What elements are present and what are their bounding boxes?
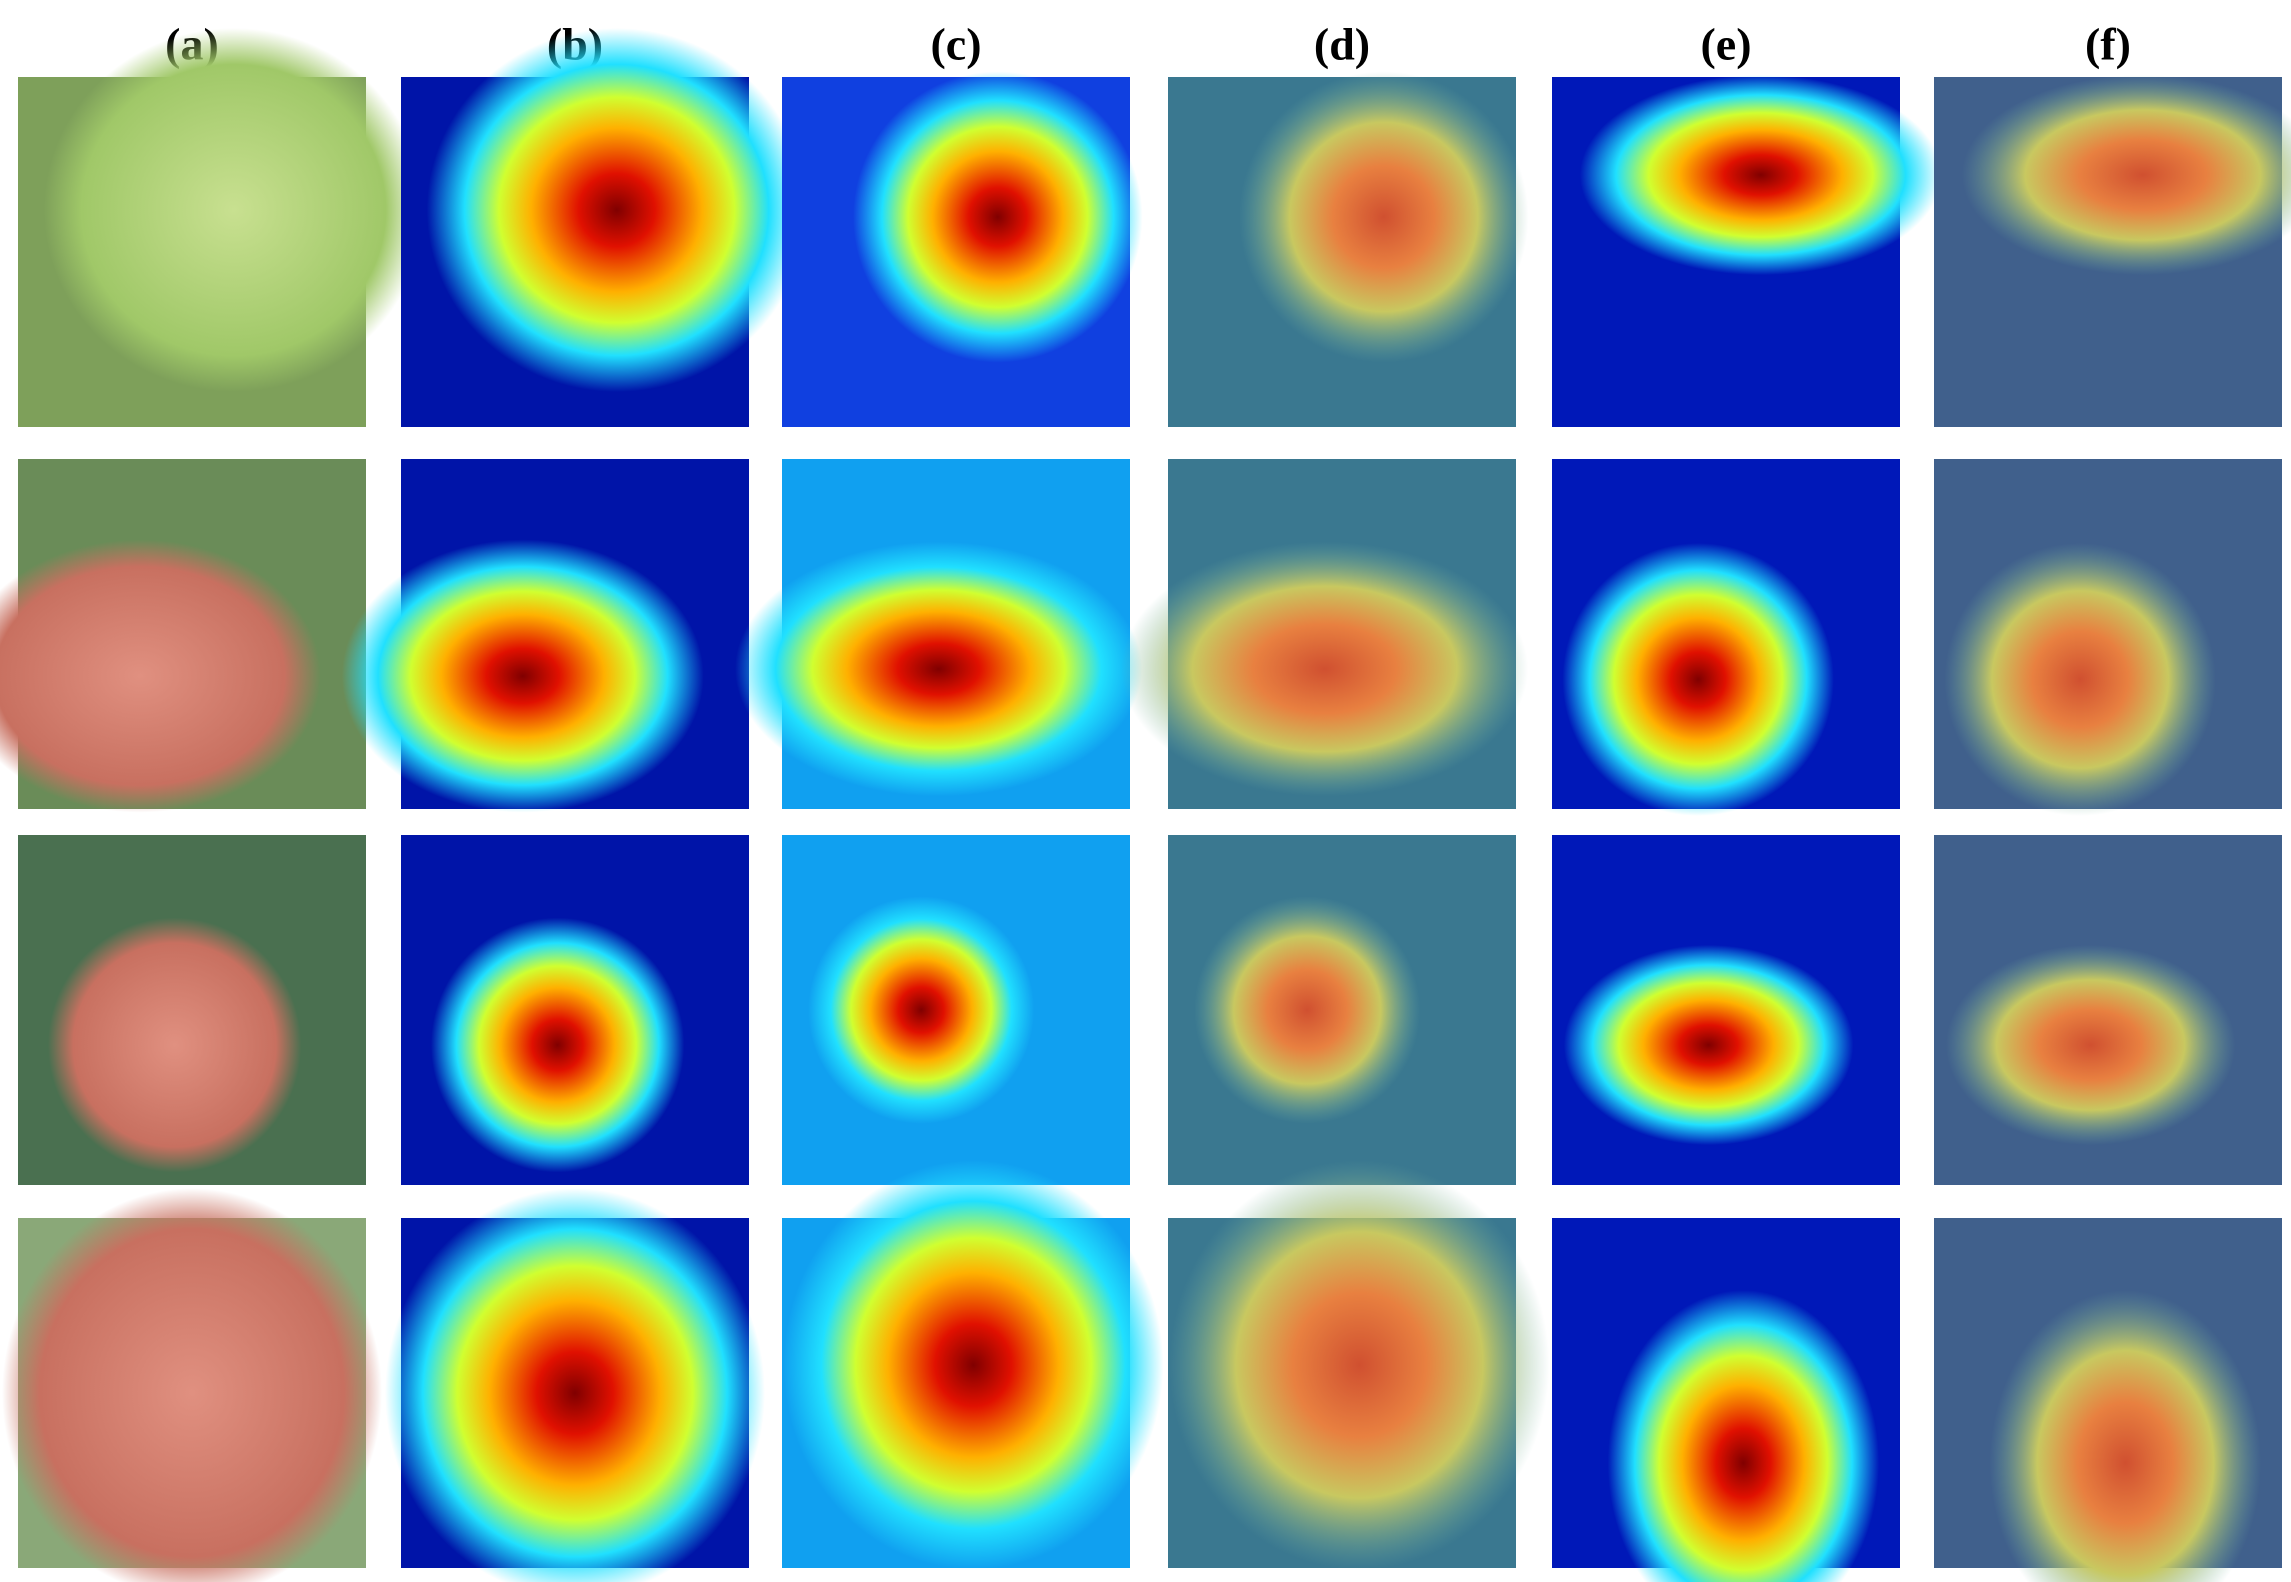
panel-highlight (43, 28, 424, 392)
panel-label: (d) (1314, 19, 1370, 70)
panel-highlight (808, 896, 1035, 1124)
panel-highlight (1579, 74, 1942, 276)
panel-highlight (1563, 944, 1854, 1146)
panel-highlight (1562, 543, 1834, 816)
panel-highlight (426, 28, 807, 392)
panel-highlight (47, 917, 302, 1173)
panel-highlight (735, 541, 1143, 797)
panel-highlight (1944, 543, 2216, 816)
panel-label: (f) (2085, 19, 2131, 70)
panel-highlight (341, 539, 704, 813)
panel-highlight (1121, 541, 1529, 797)
panel-highlight (852, 71, 1143, 363)
panel-highlight (1238, 71, 1529, 363)
panel-highlight (430, 917, 685, 1173)
panel-highlight (783, 1160, 1164, 1570)
panel-label: (c) (930, 19, 981, 70)
panel-highlight (385, 1188, 765, 1582)
panel-highlight (1961, 74, 2291, 276)
panel-highlight (2, 1188, 382, 1582)
panel-highlight (1194, 896, 1421, 1124)
panel-highlight (1945, 944, 2236, 1146)
panel-highlight (1607, 1290, 1880, 1582)
panel-label: (e) (1700, 19, 1751, 70)
panel-highlight (1989, 1290, 2262, 1582)
panel-highlight (0, 539, 321, 813)
panel-highlight (1169, 1160, 1550, 1570)
